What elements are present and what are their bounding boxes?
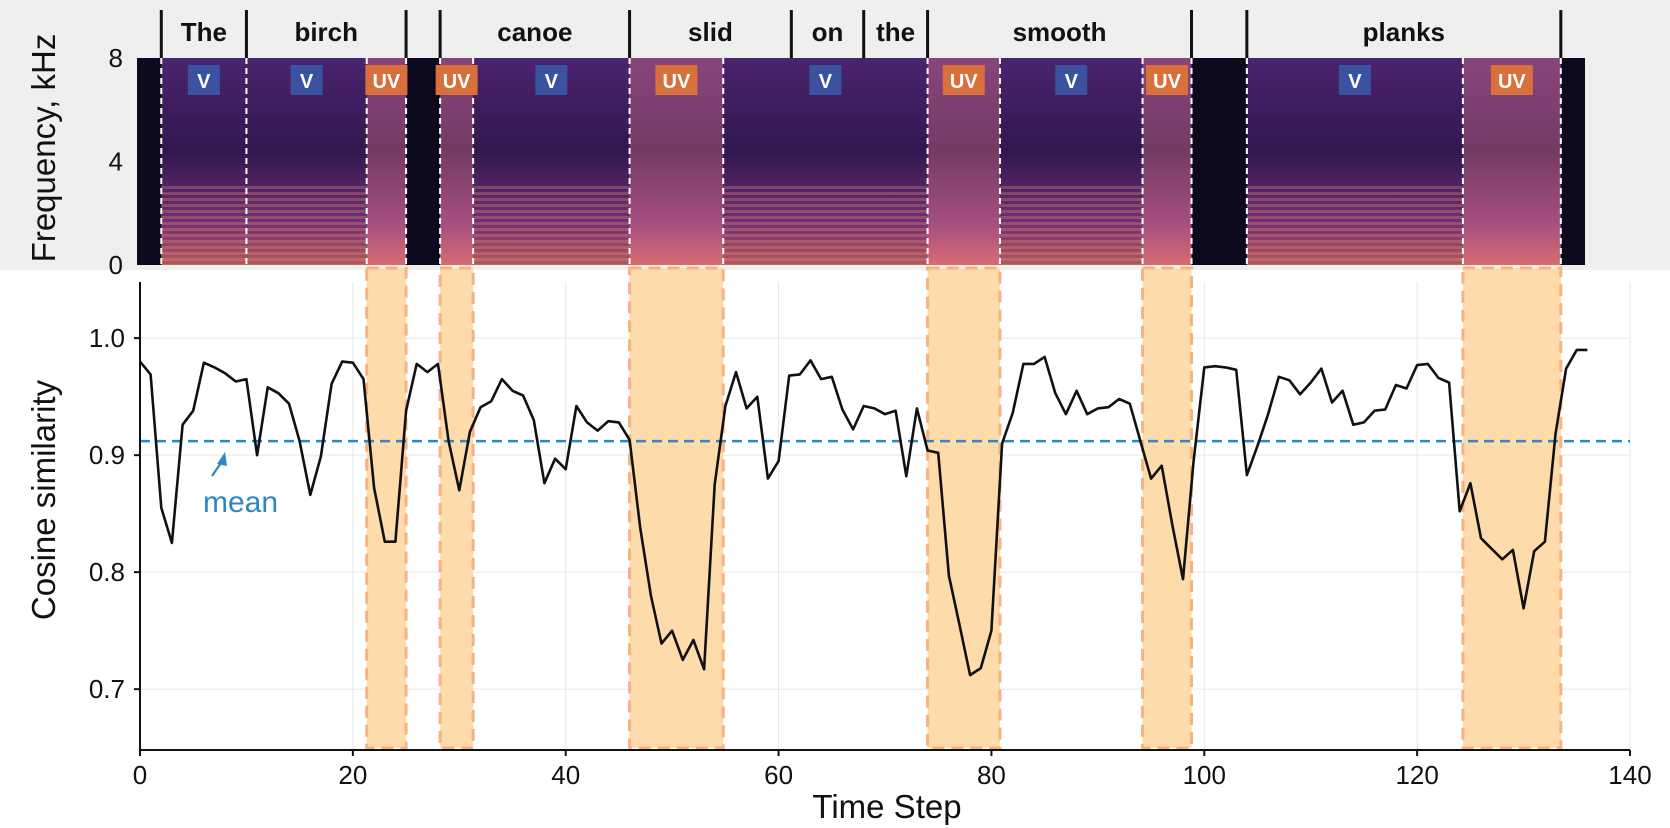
segment-tag-uv — [655, 65, 698, 95]
spectrogram-words: The birch canoe slid on the smooth planks — [181, 17, 1445, 47]
word-label: slid — [688, 17, 733, 47]
x-tick-label: 80 — [977, 760, 1006, 790]
similarity-series-line — [138, 348, 1588, 677]
spectrogram-y-tick-label: 8 — [109, 43, 123, 73]
mean-annotation: mean — [203, 452, 278, 519]
highlight-region — [1141, 266, 1194, 750]
axes — [139, 282, 1630, 751]
spectrogram-y-ticks: 0 4 8 — [109, 43, 123, 280]
segment-tag-label: UV — [663, 71, 691, 93]
y-tick-label: 1.0 — [89, 323, 125, 353]
spectrogram-harmonics — [999, 185, 1143, 265]
word-label: smooth — [1013, 17, 1107, 47]
x-tick-label: 0 — [133, 760, 147, 790]
y-tick-label: 0.8 — [89, 557, 125, 587]
spectrogram-y-axis-title: Frequency, kHz — [25, 34, 62, 263]
spectrogram-harmonics — [246, 185, 367, 265]
segment-tag-uv — [1146, 65, 1189, 95]
highlight-region — [926, 266, 1002, 750]
segment-tag-label: UV — [443, 71, 471, 93]
segment-tag-label: V — [197, 71, 211, 93]
segment-tag-label: UV — [372, 71, 400, 93]
highlight-region — [1461, 266, 1563, 750]
highlight-regions — [365, 266, 1563, 750]
x-axis-title: Time Step — [812, 788, 961, 825]
spectrogram-harmonics — [723, 185, 928, 265]
word-label: The — [181, 17, 227, 47]
segment-tag-uv — [942, 65, 985, 95]
word-label: planks — [1363, 17, 1445, 47]
y-tick-labels: 0.7 0.8 0.9 1.0 — [89, 323, 140, 704]
spectrogram-harmonics — [473, 185, 630, 265]
segment-tag-v — [535, 65, 568, 95]
y-tick-label: 0.7 — [89, 674, 125, 704]
x-tick-label: 120 — [1395, 760, 1438, 790]
word-label: canoe — [497, 17, 572, 47]
segment-tag-label: V — [545, 71, 559, 93]
y-axis-title: Cosine similarity — [25, 379, 62, 620]
segment-tag-label: V — [300, 71, 314, 93]
segment-tag-label: UV — [1498, 71, 1526, 93]
x-tick-label: 40 — [551, 760, 580, 790]
highlight-region — [438, 266, 475, 750]
segment-tag-label: UV — [950, 71, 978, 93]
segment-tag-v — [1055, 65, 1088, 95]
segment-tag-v — [809, 65, 842, 95]
segment-tag-uv — [1490, 65, 1533, 95]
spectrogram-word-boundaries — [159, 10, 1563, 265]
segment-tag-v — [187, 65, 220, 95]
plot-grid — [139, 282, 1631, 750]
spectrogram-segment-tags: V V UV UV V UV V UV V UV V UV — [187, 65, 1533, 95]
segment-tag-label: V — [1065, 71, 1079, 93]
y-tick-label: 0.9 — [89, 440, 125, 470]
segment-tag-label: UV — [1153, 71, 1181, 93]
word-label: birch — [294, 17, 358, 47]
segment-tag-uv — [365, 65, 408, 95]
x-tick-label: 140 — [1608, 760, 1651, 790]
mean-arrow-head — [217, 452, 227, 466]
spectrogram-y-tick-label: 4 — [109, 147, 123, 177]
spectrogram-harmonics — [1246, 185, 1463, 265]
x-tick-label: 60 — [764, 760, 793, 790]
spectrogram-harmonics — [161, 185, 247, 265]
highlight-region — [628, 266, 725, 750]
segment-tag-label: V — [819, 71, 833, 93]
word-label: on — [812, 17, 844, 47]
segment-tag-v — [290, 65, 323, 95]
segment-tag-uv — [435, 65, 478, 95]
segment-tag-v — [1338, 65, 1371, 95]
x-tick-labels: 0 20 40 60 80 100 120 140 — [133, 750, 1652, 790]
mean-label: mean — [203, 486, 278, 519]
spectrogram-y-tick-label: 0 — [109, 250, 123, 280]
segment-tag-label: V — [1348, 71, 1362, 93]
highlight-region — [365, 266, 408, 750]
x-tick-label: 20 — [338, 760, 367, 790]
word-label: the — [876, 17, 915, 47]
x-tick-label: 100 — [1183, 760, 1226, 790]
